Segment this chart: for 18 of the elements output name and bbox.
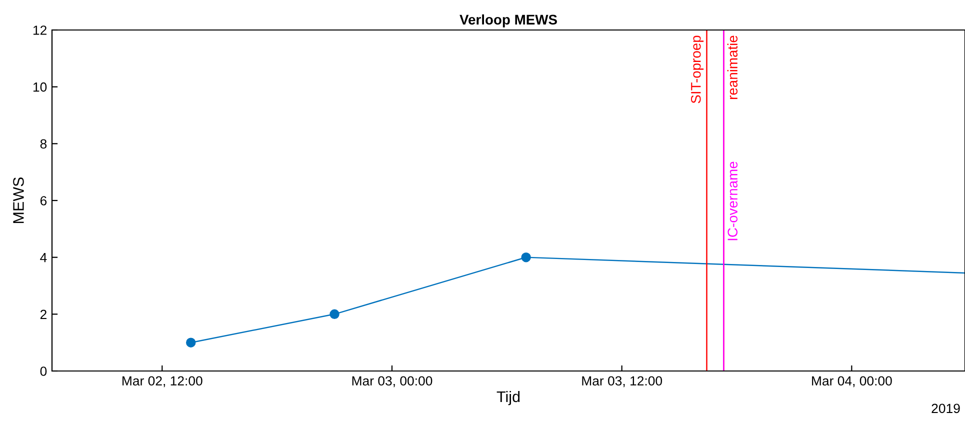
text: 2019 — [932, 404, 960, 414]
x-tick-label: Mar 02, 12:00 — [122, 376, 202, 388]
x-axis-title: Tijd — [496, 390, 520, 406]
x-tick-label: Mar 03, 12:00 — [582, 376, 662, 388]
chart-title: Verloop MEWS — [460, 14, 557, 28]
y-tick-label: 4 — [40, 253, 47, 262]
y-tick-label: 10 — [33, 82, 47, 92]
x-tick-label: Mar 03, 00:00 — [352, 376, 432, 388]
y-tick-label: 8 — [40, 139, 47, 149]
y-tick-label: 6 — [40, 196, 47, 206]
ref-line-label: SIT-oproep — [690, 36, 704, 104]
y-axis-title: MEWS — [13, 177, 24, 224]
x-tick-label: Mar 04, 00:00 — [812, 376, 892, 388]
y-tick-label: 12 — [33, 26, 46, 35]
y-tick-label: 2 — [40, 310, 46, 319]
ref-line-label: reanimatie — [727, 36, 738, 100]
ref-line-label: IC-overname — [728, 162, 738, 240]
y-tick-label: 0 — [40, 366, 47, 376]
